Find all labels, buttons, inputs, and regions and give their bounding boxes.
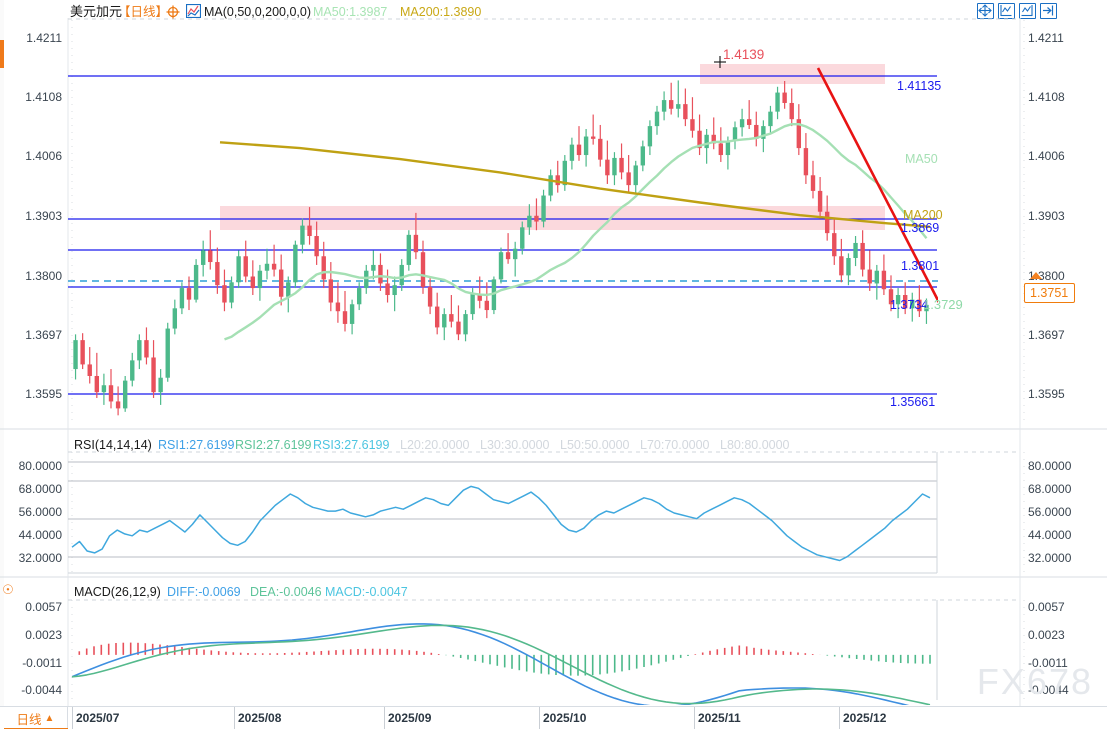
current-price-arrow (1030, 272, 1042, 279)
axis-right-tick: 1.4211 (1028, 30, 1064, 45)
rsi-title: RSI(14,14,14) (74, 438, 152, 452)
axis-macd-left-tick: -0.0044 (21, 682, 62, 697)
rsi-l30: L30:30.0000 (480, 438, 550, 452)
time-axis-label: 2025/11 (698, 711, 741, 725)
axis-left-tick: 1.3595 (25, 387, 62, 402)
axis-macd-left-tick: -0.0011 (22, 655, 62, 670)
peak-high-label: 1.4139 (723, 47, 765, 62)
time-axis-label: 2025/08 (238, 711, 282, 725)
time-axis-separator (72, 707, 73, 729)
rsi-l80: L80:80.0000 (720, 438, 790, 452)
axis-rsi-right-tick: 80.0000 (1028, 459, 1072, 474)
ma200-value: MA200:1.3890 (400, 5, 482, 19)
axis-rsi-left-tick: 56.0000 (18, 505, 62, 519)
time-axis-separator (839, 707, 840, 729)
caret-up-icon: ▲ (44, 712, 55, 724)
chart-indicator-icon[interactable] (185, 3, 202, 19)
time-axis-label: 2025/07 (76, 711, 120, 725)
move-crosshair-icon[interactable] (977, 3, 994, 19)
ma50-tag: MA50 (905, 152, 938, 166)
symbol-name: 美元加元 (70, 4, 123, 19)
time-axis-label: 2025/09 (388, 711, 432, 725)
axis-macd-left-tick: 0.0057 (25, 600, 62, 615)
ma-formula-label: MA(0,50,0,200,0,0) (204, 5, 312, 19)
ma200-tag: MA200 (903, 208, 943, 222)
axis-macd-right-tick: -0.0044 (1028, 682, 1069, 697)
align-right-axis-icon[interactable] (1019, 3, 1036, 19)
axis-rsi-right-tick: 44.0000 (1028, 527, 1072, 542)
axis-rsi-left-tick: 80.0000 (18, 459, 62, 474)
axis-right-tick: 1.4006 (1028, 149, 1065, 164)
axis-rsi-right-tick: 68.0000 (1028, 482, 1072, 497)
left-rail (0, 0, 4, 729)
period-label: 【日线】 (118, 5, 169, 19)
resistance-upper-label: 1.41135 (897, 79, 942, 93)
rsi1-value: RSI1:27.6199 (158, 438, 235, 452)
left-rail-marker (0, 40, 4, 68)
time-axis-label: 2025/12 (843, 711, 887, 725)
time-axis-label: 2025/10 (543, 711, 587, 725)
time-axis: 日线 ▲ 2025/07 2025/08 2025/09 2025/10 2025/11… (0, 706, 1107, 729)
axis-right-tick: 1.3697 (1028, 328, 1065, 343)
rsi-l50: L50:50.0000 (560, 438, 630, 452)
axis-right-tick: 1.4108 (1028, 90, 1065, 105)
resistance-mid-label: 1.3869 (901, 221, 940, 235)
axis-macd-right-tick: 0.0023 (1028, 628, 1065, 642)
time-axis-separator (384, 707, 385, 729)
axis-rsi-left-tick: 32.0000 (18, 550, 62, 565)
rsi-l70: L70:70.0000 (640, 438, 710, 452)
expand-right-icon[interactable] (1040, 3, 1057, 19)
axis-left-tick: 1.3697 (25, 328, 62, 343)
axis-macd-left-tick: 0.0023 (25, 628, 62, 642)
align-left-axis-icon[interactable] (998, 3, 1015, 19)
axis-macd-right-tick: -0.0011 (1028, 655, 1068, 670)
last-close-label: 1.3729 (923, 297, 963, 312)
current-price-tag[interactable]: 1.3751 (1024, 283, 1076, 303)
axis-left-tick: 1.4108 (25, 90, 62, 105)
support-low-label: 1.35661 (890, 395, 936, 409)
axis-left-tick: 1.3800 (25, 268, 62, 283)
axis-left-tick: 1.4211 (26, 30, 62, 45)
macd-title: MACD(26,12,9) (74, 585, 161, 599)
support-1-label: 1.3801 (901, 259, 940, 273)
macd-macd-value: MACD:-0.0047 (325, 585, 408, 599)
macd-dea-value: DEA:-0.0046 (250, 585, 322, 599)
axis-rsi-left-tick: 44.0000 (18, 527, 62, 542)
axis-right-tick: 1.3903 (1028, 208, 1065, 223)
crosshair-icon[interactable] (166, 5, 180, 19)
axis-rsi-left-tick: 68.0000 (18, 482, 62, 497)
rsi3-value: RSI3:27.6199 (313, 438, 390, 452)
period-selector-label: 日线 (16, 712, 42, 727)
rsi-l20: L20:20.0000 (400, 438, 470, 452)
axis-left-tick: 1.3903 (25, 208, 62, 223)
axis-rsi-right-tick: 32.0000 (1028, 550, 1072, 565)
time-axis-separator (234, 707, 235, 729)
axis-left-tick: 1.4006 (25, 149, 62, 164)
macd-diff-value: DIFF:-0.0069 (167, 585, 241, 599)
axis-rsi-right-tick: 56.0000 (1028, 505, 1072, 519)
rsi2-value: RSI2:27.6199 (235, 438, 312, 452)
settings-gear-icon[interactable]: ☉ (2, 582, 14, 597)
time-axis-separator (694, 707, 695, 729)
period-selector-button[interactable]: 日线 ▲ (4, 707, 68, 729)
support-2-label: 1.3734 (890, 298, 929, 312)
ma50-value: MA50:1.3987 (313, 5, 388, 19)
axis-macd-right-tick: 0.0057 (1028, 600, 1065, 615)
axis-right-tick: 1.3595 (1028, 387, 1065, 402)
time-axis-separator (539, 707, 540, 729)
